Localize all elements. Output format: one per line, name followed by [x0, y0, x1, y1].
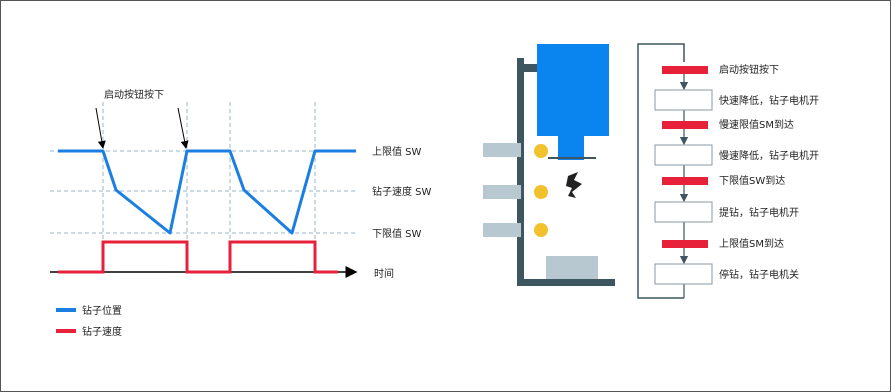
flow-action-box: [654, 201, 713, 223]
drill-position-trace: [58, 149, 356, 235]
sensor-icon: [534, 223, 548, 237]
workpiece: [546, 256, 598, 279]
machine-arm: [524, 64, 538, 72]
middle-switch: [483, 185, 521, 199]
drill-speed-trace: [58, 240, 338, 274]
flow-action-label: 提钻，钻子电机开: [719, 206, 799, 219]
flow-signal-label: 慢速限值SM到达: [719, 118, 794, 131]
start-arrow: [95, 107, 106, 149]
flow-action-label: 快速降低，钻子电机开: [719, 94, 819, 107]
time-label: 时间: [374, 267, 394, 280]
flow-action-box: [654, 144, 713, 166]
legend: 钻子位置 钻子速度: [56, 304, 122, 338]
legend-label-position: 钻子位置: [82, 304, 122, 317]
timing-diagram: 启动按钮按下 上限值 SW 钻子速度 SW 下限值 SW 时间: [50, 88, 432, 280]
flow-action-label: 停钻，钻子电机关: [719, 268, 799, 281]
upper-limit-label: 上限值 SW: [372, 145, 422, 158]
start-label: 启动按钮按下: [104, 88, 164, 101]
machine-base: [517, 279, 615, 286]
drill-speed-label: 钻子速度 SW: [372, 185, 432, 198]
drill-machine: [483, 44, 615, 286]
sensor-icon: [534, 185, 548, 199]
upper-switch: [483, 143, 521, 157]
drill-bit-icon: [566, 172, 582, 198]
legend-label-speed: 钻子速度: [82, 325, 122, 338]
flow-loop: [637, 43, 685, 299]
sensor-icon: [534, 144, 548, 158]
lower-switch: [483, 223, 521, 237]
machine-column: [517, 58, 524, 286]
drill-spindle: [558, 136, 584, 160]
flow-signal-bar: [662, 177, 708, 185]
flow-signal-label: 下限值SW到达: [719, 174, 785, 187]
lower-limit-label: 下限值 SW: [372, 227, 422, 240]
flow-signal-label: 启动按钮按下: [719, 63, 779, 76]
flow-signal-bar: [662, 121, 708, 129]
flow-action-box: [654, 89, 713, 111]
drill-motor: [537, 44, 609, 136]
flowchart: 启动按钮按下 快速降低，钻子电机开 慢速限值SM到达 慢速降低，钻子电机开 下限…: [637, 43, 819, 299]
flow-signal-bar: [662, 240, 708, 248]
flow-action-box: [654, 263, 713, 285]
start-arrow: [177, 107, 189, 149]
flow-signal-label: 上限值SM到达: [719, 237, 784, 250]
flow-action-label: 慢速降低，钻子电机开: [719, 149, 819, 162]
flow-signal-bar: [662, 66, 708, 74]
